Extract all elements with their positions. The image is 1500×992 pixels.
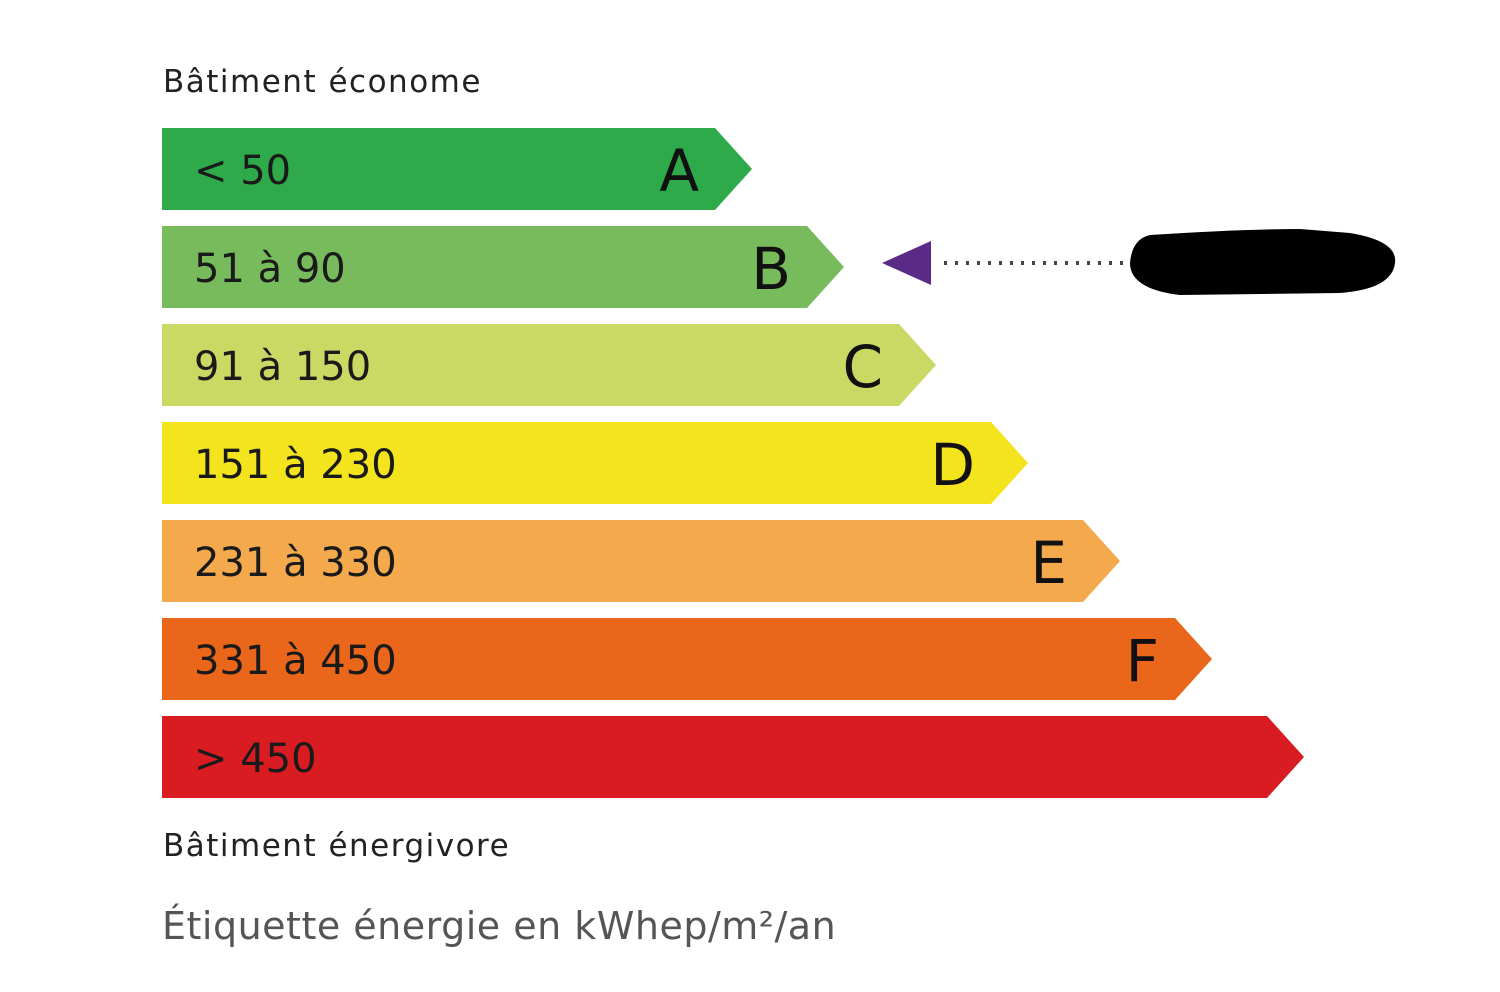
- class-range: < 50: [194, 148, 291, 194]
- class-bar: [162, 520, 1120, 602]
- energy-class-e: 231 à 330 E: [162, 520, 1120, 602]
- energy-class-a: < 50 A: [162, 128, 752, 210]
- energy-class-d: 151 à 230 D: [162, 422, 1028, 504]
- class-bar: [162, 422, 1028, 504]
- current-rating-indicator: [882, 229, 1396, 295]
- class-bar: [162, 324, 936, 406]
- class-range: > 450: [194, 736, 317, 782]
- class-letter: E: [1030, 529, 1067, 597]
- class-letter: B: [751, 235, 791, 303]
- class-letter: F: [1126, 627, 1159, 695]
- class-bar: [162, 716, 1304, 798]
- class-range: 231 à 330: [194, 540, 397, 586]
- energy-class-b: 51 à 90 B: [162, 226, 844, 308]
- energy-class-f: 331 à 450 F: [162, 618, 1212, 700]
- bottom-label-inefficient: Bâtiment énergivore: [163, 828, 511, 864]
- unit-label: Étiquette énergie en kWhep/m²/an: [162, 904, 837, 948]
- class-range: 331 à 450: [194, 638, 397, 684]
- redacted-value-mark: [1130, 229, 1396, 295]
- class-range: 151 à 230: [194, 442, 397, 488]
- energy-class-c: 91 à 150 C: [162, 324, 936, 406]
- class-letter: A: [659, 137, 699, 205]
- class-bar: [162, 128, 752, 210]
- class-letter: C: [843, 333, 884, 401]
- top-label-efficient: Bâtiment économe: [163, 64, 482, 100]
- class-range: 91 à 150: [194, 344, 371, 390]
- energy-class-g: > 450: [162, 716, 1304, 798]
- arrow-left-icon: [882, 241, 931, 285]
- class-letter: D: [930, 431, 975, 499]
- class-bar: [162, 618, 1212, 700]
- class-range: 51 à 90: [194, 246, 346, 292]
- class-bar: [162, 226, 844, 308]
